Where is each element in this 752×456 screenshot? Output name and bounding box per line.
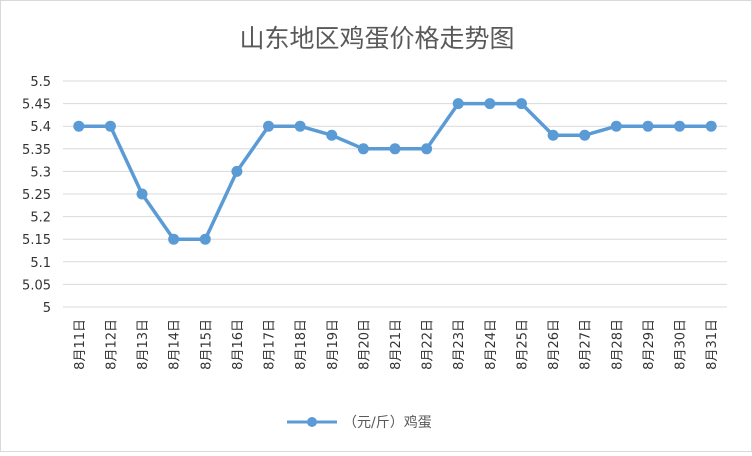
y-tick-label: 5.5 <box>30 75 51 90</box>
x-tick-label: 8月14日 <box>168 319 183 370</box>
data-point <box>168 233 180 245</box>
data-point <box>231 165 243 177</box>
x-tick-label: 8月24日 <box>484 319 499 370</box>
data-point <box>674 120 686 132</box>
data-point <box>73 120 85 132</box>
y-tick-label: 5.25 <box>22 188 51 203</box>
legend-marker-swatch <box>307 417 317 427</box>
data-point <box>199 233 211 245</box>
y-tick-label: 5.35 <box>22 143 51 158</box>
x-axis-ticks: 8月11日 8月12日 8月13日 8月14日 8月15日 8月16日 8月17日 8月18日… <box>73 319 720 370</box>
x-tick-label: 8月16日 <box>231 319 246 370</box>
y-axis-ticks: 5 5.05 5.1 5.15 5.2 5.25 5.3 5.35 5.4 5.45 5.5 <box>22 75 51 316</box>
y-tick-label: 5.15 <box>22 233 51 248</box>
data-point <box>263 120 275 132</box>
x-tick-label: 8月13日 <box>136 319 151 370</box>
data-point <box>515 98 527 110</box>
y-tick-label: 5.2 <box>30 211 51 226</box>
x-tick-label: 8月29日 <box>642 319 657 370</box>
series-layer <box>73 98 717 245</box>
data-point <box>642 120 654 132</box>
data-point <box>326 129 338 141</box>
x-tick-label: 8月18日 <box>294 319 309 370</box>
x-tick-label: 8月25日 <box>515 319 530 370</box>
x-tick-label: 8月27日 <box>579 319 594 370</box>
data-point <box>484 98 496 110</box>
y-tick-label: 5.05 <box>22 278 51 293</box>
legend: （元/斤）鸡蛋 <box>287 414 432 431</box>
x-tick-label: 8月17日 <box>263 319 278 370</box>
x-tick-label: 8月20日 <box>357 319 372 370</box>
x-tick-label: 8月30日 <box>674 319 689 370</box>
x-tick-label: 8月28日 <box>610 319 625 370</box>
x-tick-label: 8月11日 <box>73 319 88 370</box>
legend-label: （元/斤）鸡蛋 <box>343 414 432 431</box>
chart-title: 山东地区鸡蛋价格走势图 <box>239 24 514 53</box>
x-tick-label: 8月21日 <box>389 319 404 370</box>
data-point <box>579 129 591 141</box>
data-point <box>421 143 433 155</box>
data-point <box>389 143 401 155</box>
x-tick-label: 8月19日 <box>326 319 341 370</box>
y-tick-label: 5.4 <box>30 120 51 135</box>
x-tick-label: 8月23日 <box>452 319 467 370</box>
data-point <box>547 129 559 141</box>
data-point <box>136 188 148 200</box>
data-point <box>104 120 116 132</box>
x-tick-label: 8月12日 <box>104 319 119 370</box>
x-tick-label: 8月22日 <box>421 319 436 370</box>
y-tick-label: 5.45 <box>22 98 51 113</box>
y-tick-label: 5.1 <box>30 256 51 271</box>
data-point <box>294 120 306 132</box>
x-tick-label: 8月26日 <box>547 319 562 370</box>
x-tick-label: 8月15日 <box>199 319 214 370</box>
x-tick-label: 8月31日 <box>705 319 720 370</box>
data-point <box>452 98 464 110</box>
y-tick-label: 5 <box>43 301 51 316</box>
data-point <box>610 120 622 132</box>
data-point <box>357 143 369 155</box>
data-point <box>705 120 717 132</box>
y-tick-label: 5.3 <box>30 165 51 180</box>
gridlines <box>63 80 727 308</box>
